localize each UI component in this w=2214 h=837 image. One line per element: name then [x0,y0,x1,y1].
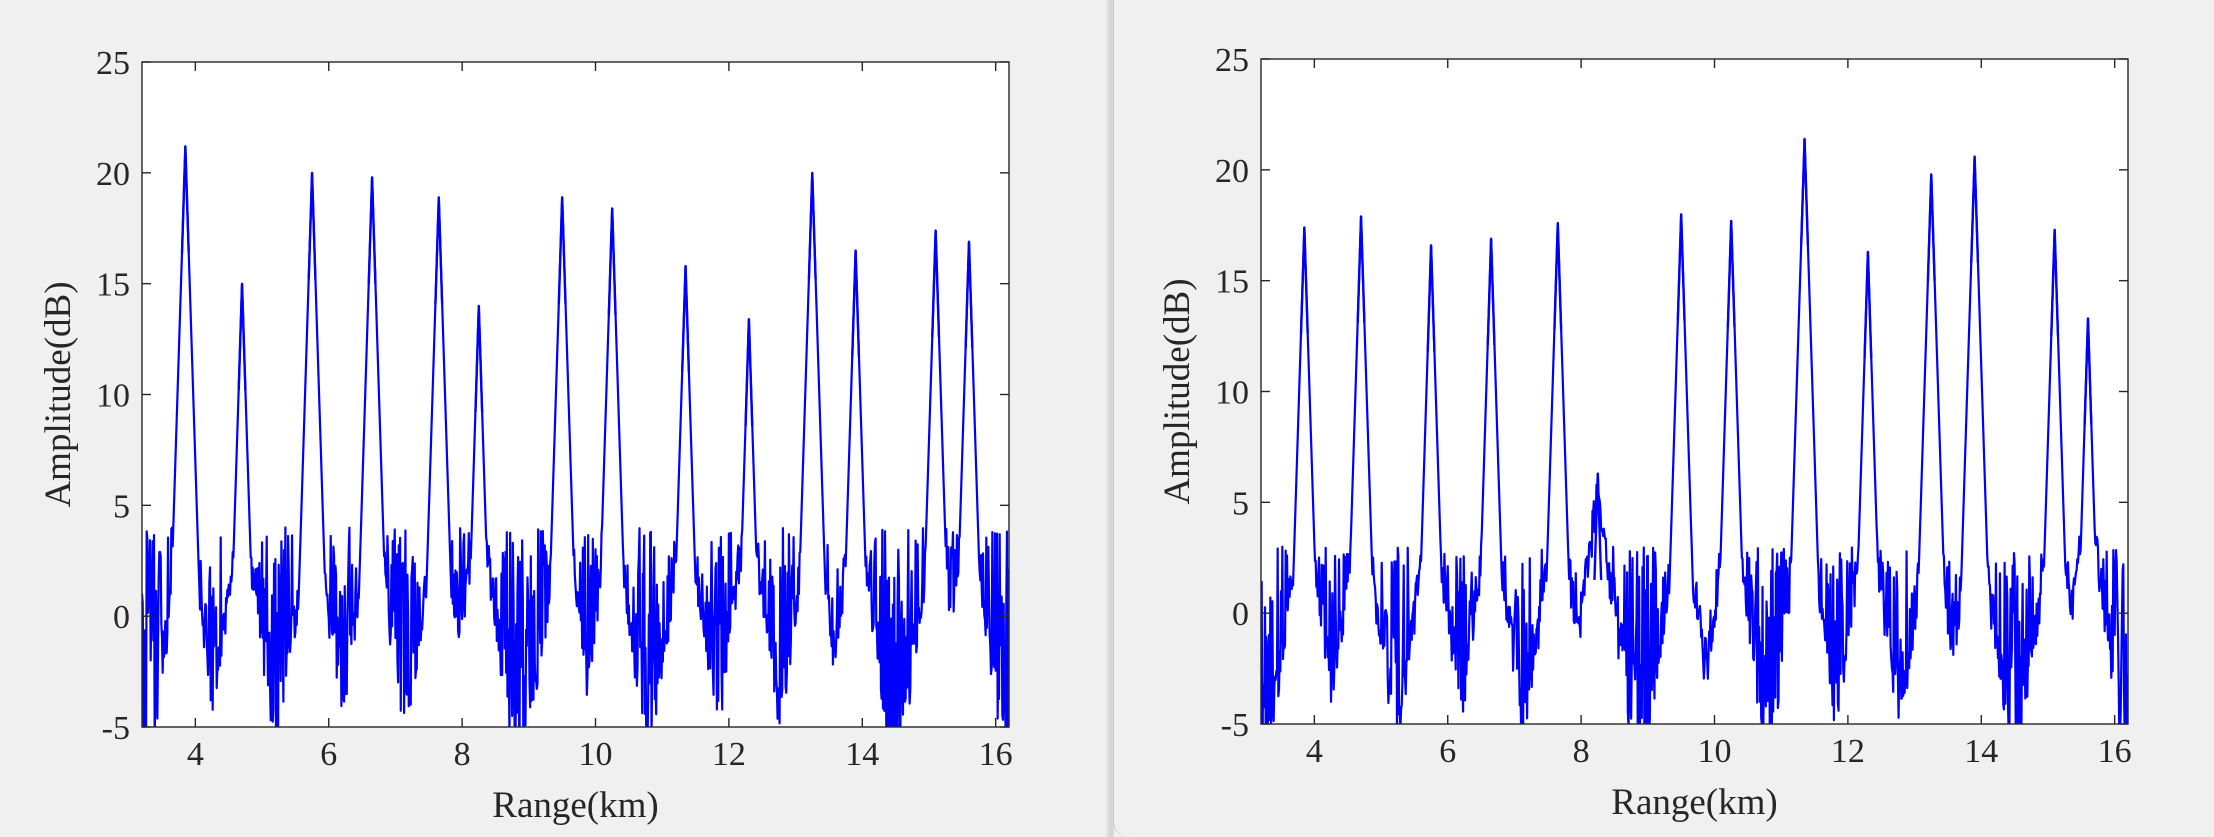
x-tick-label: 14 [1964,733,1998,770]
peak-6 [1593,473,1603,580]
panel-divider[interactable] [1106,0,1114,837]
peak-7 [557,197,567,304]
x-tick-label: 4 [1306,733,1323,770]
peak-10 [744,319,754,426]
x-axis-label: Range(km) [1611,782,1777,823]
peak-8 [607,208,617,315]
x-tick-label: 8 [454,736,471,773]
x-tick-label: 16 [2098,733,2132,770]
peak-3 [1426,245,1436,352]
peak-14 [964,241,974,348]
x-tick-label: 12 [1831,733,1865,770]
peak-13 [2050,229,2060,337]
y-axis-label: Amplitude(dB) [1157,278,1198,504]
peak-8 [1726,220,1736,328]
peak-4 [367,177,377,284]
x-tick-label: 10 [579,736,613,773]
range-profile-chart-right: 4 6 8 10 12 14 16 -5 0 5 10 15 20 25 Range(km) Amplitud… [1157,42,2132,823]
y-tick-label: 0 [113,599,130,636]
y-tick-label: 20 [1215,153,1249,190]
peak-10 [1863,251,1873,359]
series-line [142,145,1009,727]
y-tick-label: 25 [1215,42,1249,79]
peak-12 [1970,156,1980,263]
y-tick-label: -5 [1221,707,1249,744]
peak-2 [237,283,247,391]
peak-11 [807,172,817,280]
peak-2 [1356,216,1366,323]
y-tick-label: 5 [1232,485,1249,522]
peak-12 [851,250,861,357]
x-tick-label: 16 [979,736,1013,773]
x-tick-label: 4 [187,736,204,773]
peak-1 [180,146,190,253]
x-tick-label: 14 [845,736,879,773]
x-tick-label: 6 [320,736,337,773]
y-tick-label: 5 [113,488,130,525]
y-tick-label: -5 [102,710,130,747]
x-tick-label: 6 [1439,733,1456,770]
left-figure-panel: 4 6 8 10 12 14 16 -5 0 5 10 15 20 25 Range(km) Amplitud… [38,45,1013,826]
right-figure-panel: 4 6 8 10 12 14 16 -5 0 5 10 15 20 25 Range(km) Amplitud… [1113,0,2214,837]
y-tick-label: 20 [96,156,130,193]
y-tick-label: 0 [1232,596,1249,633]
series-line [1261,137,2128,724]
y-axis-label: Amplitude(dB) [38,281,79,507]
plot-area [1261,59,2128,724]
x-tick-label: 12 [712,736,746,773]
y-tick-label: 15 [96,267,130,304]
peak-5 [434,197,444,304]
x-tick-label: 8 [1573,733,1590,770]
y-tick-label: 15 [1215,264,1249,301]
y-tick-label: 10 [1215,375,1249,412]
y-tick-label: 25 [96,45,130,82]
range-profile-chart-left: 4 6 8 10 12 14 16 -5 0 5 10 15 20 25 Range(km) Amplitud… [38,45,1013,826]
peak-6 [474,305,484,413]
peak-13 [931,230,941,337]
peak-11 [1926,174,1936,281]
peak-5 [1553,222,1563,330]
peak-9 [1800,138,1810,246]
y-tick-label: 10 [96,378,130,415]
peak-7 [1676,214,1686,321]
x-axis-label: Range(km) [492,785,658,826]
peak-14 [2083,318,2093,425]
peak-1 [1299,227,1309,334]
peak-4 [1486,238,1496,345]
peak-9 [681,265,691,373]
x-tick-label: 10 [1698,733,1732,770]
peak-3 [307,172,317,280]
